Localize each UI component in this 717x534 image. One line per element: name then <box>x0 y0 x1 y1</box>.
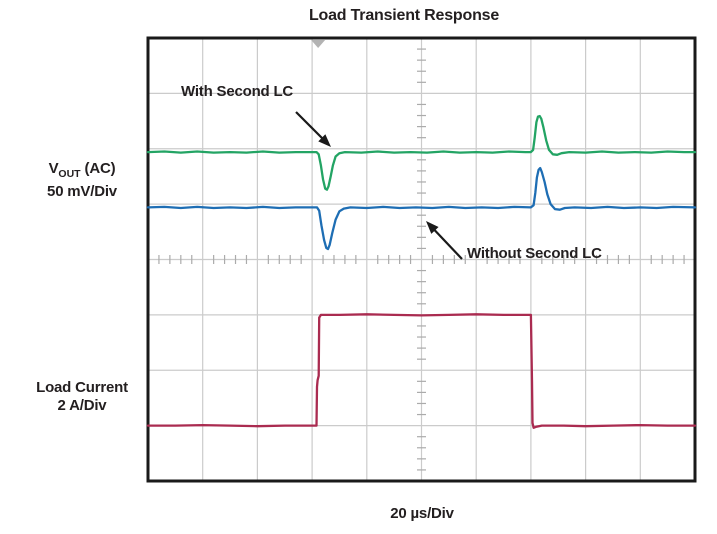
annotation-arrow-shaft-0 <box>295 111 324 140</box>
annotation-arrowhead-icon-0 <box>318 134 331 147</box>
vout-axis-label: VOUT (AC) 50 mV/Div <box>2 160 162 201</box>
load-current-scale: 2 A/Div <box>57 397 107 414</box>
annotation-with-second-lc: With Second LC <box>181 83 294 100</box>
vout-subscript: OUT <box>58 168 81 180</box>
annotation-arrowhead-icon-1 <box>426 221 439 234</box>
trigger-marker-icon <box>311 40 326 48</box>
load-current-name: Load Current <box>36 379 128 396</box>
chart-title: Load Transient Response <box>308 7 500 24</box>
trace-red <box>146 313 697 429</box>
trace-green <box>146 114 697 191</box>
vout-axis-label-line1: VOUT (AC) <box>48 160 116 180</box>
vout-axis-scale: 50 mV/Div <box>47 183 117 200</box>
plot-border <box>146 36 697 483</box>
timebase-label: 20 µs/Div <box>390 505 454 522</box>
load-current-axis-label: Load Current 2 A/Div <box>2 379 162 415</box>
annotation-arrow-shaft-1 <box>432 228 463 260</box>
annotation-without-second-lc: Without Second LC <box>467 245 602 262</box>
trace-blue <box>146 166 697 251</box>
